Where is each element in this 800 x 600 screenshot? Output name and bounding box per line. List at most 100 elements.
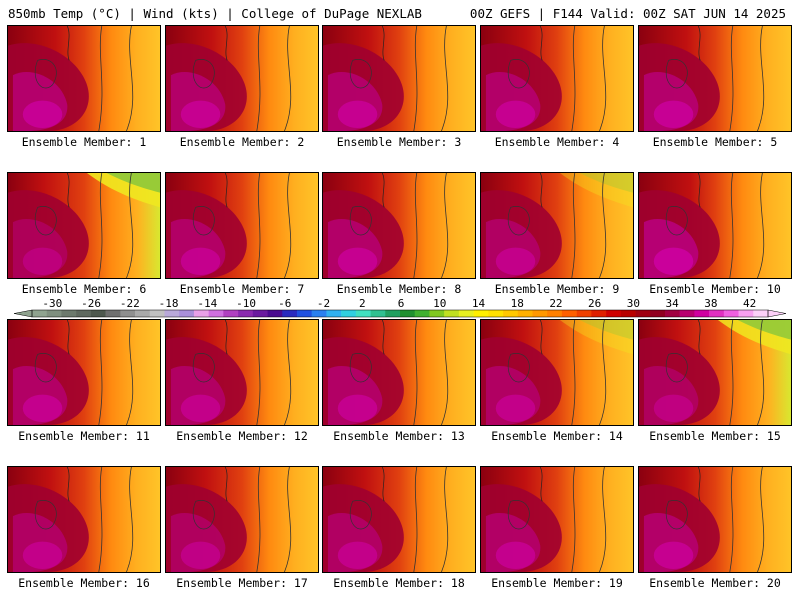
colorbar-segment: [429, 310, 445, 317]
colorbar-segment: [311, 310, 327, 317]
ensemble-member-label: Ensemble Member: 16: [18, 576, 150, 590]
temperature-map: [481, 26, 633, 131]
colorbar-segment: [561, 310, 577, 317]
ensemble-member-label: Ensemble Member: 8: [336, 282, 462, 296]
colorbar-tick-label: 42: [743, 297, 756, 310]
colorbar-segment: [635, 310, 651, 317]
ensemble-member-panel: [322, 466, 476, 573]
ensemble-member-label: Ensemble Member: 5: [652, 135, 778, 149]
ensemble-member-label: Ensemble Member: 13: [333, 429, 465, 443]
ensemble-member-label: Ensemble Member: 19: [491, 576, 623, 590]
temperature-map: [481, 467, 633, 572]
ensemble-member-panel: [638, 172, 792, 279]
temperature-map: [639, 173, 791, 278]
colorbar-segment: [179, 310, 195, 317]
colorbar-segment: [193, 310, 209, 317]
ensemble-member-panel: [480, 319, 634, 426]
colorbar-tick-label: -2: [317, 297, 330, 310]
ensemble-member-label: Ensemble Member: 6: [21, 282, 147, 296]
colorbar-segment: [503, 310, 519, 317]
temperature-map: [166, 467, 318, 572]
colorbar-tick-label: 22: [549, 297, 562, 310]
colorbar-segment: [664, 310, 680, 317]
temperature-colorbar: -30 -26 -22 -18 -14 -10 -6 -2 2 6 10 14 18 22 26 30 34 38…: [13, 297, 787, 318]
colorbar-segment: [238, 310, 254, 317]
ensemble-member-label: Ensemble Member: 14: [491, 429, 623, 443]
colorbar-segment: [296, 310, 312, 317]
ensemble-member-panel: [7, 25, 161, 132]
colorbar-segment: [282, 310, 298, 317]
temperature-map: [166, 26, 318, 131]
ensemble-member-panel: [165, 172, 319, 279]
ensemble-member-panel: [7, 319, 161, 426]
colorbar-segment: [517, 310, 533, 317]
colorbar-segment: [135, 310, 151, 317]
temperature-map: [323, 320, 475, 425]
colorbar-segment: [252, 310, 268, 317]
colorbar-segment: [620, 310, 636, 317]
colorbar-tick-label: 26: [588, 297, 601, 310]
colorbar-segment: [341, 310, 357, 317]
colorbar-segment: [149, 310, 165, 317]
ensemble-member-label: Ensemble Member: 12: [176, 429, 308, 443]
colorbar-segment: [723, 310, 739, 317]
colorbar-segment: [400, 310, 416, 317]
colorbar-segment: [90, 310, 106, 317]
ensemble-member-panel: [322, 25, 476, 132]
temperature-map: [8, 173, 160, 278]
ensemble-member-panel: [638, 319, 792, 426]
ensemble-member-label: Ensemble Member: 15: [649, 429, 781, 443]
ensemble-member-panel: [165, 466, 319, 573]
temperature-map: [639, 320, 791, 425]
temperature-map: [8, 320, 160, 425]
ensemble-member-label: Ensemble Member: 4: [494, 135, 620, 149]
colorbar-segment: [488, 310, 504, 317]
colorbar-segment: [738, 310, 754, 317]
colorbar-segment: [458, 310, 474, 317]
ensemble-member-label: Ensemble Member: 3: [336, 135, 462, 149]
ensemble-member-label: Ensemble Member: 18: [333, 576, 465, 590]
temperature-map: [166, 320, 318, 425]
colorbar-segment: [61, 310, 77, 317]
ensemble-member-panel: [480, 25, 634, 132]
colorbar-segment: [326, 310, 342, 317]
ensemble-member-panel: [638, 25, 792, 132]
ensemble-member-label: Ensemble Member: 11: [18, 429, 150, 443]
ensemble-member-panel: [480, 466, 634, 573]
colorbar-segment: [547, 310, 563, 317]
colorbar-tick-label: 34: [666, 297, 680, 310]
colorbar-segment: [473, 310, 489, 317]
colorbar-segment: [591, 310, 607, 317]
colorbar-segment: [355, 310, 371, 317]
colorbar-segment: [753, 310, 769, 317]
colorbar-tick-label: 30: [627, 297, 640, 310]
ensemble-member-panel: [7, 172, 161, 279]
ensemble-member-panel: [322, 319, 476, 426]
colorbar-tick-label: -14: [197, 297, 217, 310]
colorbar-tick-label: 18: [511, 297, 524, 310]
ensemble-member-label: Ensemble Member: 2: [179, 135, 305, 149]
colorbar-segment: [385, 310, 401, 317]
colorbar-tick-label: 6: [398, 297, 405, 310]
model-run-valid-time: 00Z GEFS | F144 Valid: 00Z SAT JUN 14 20…: [469, 6, 786, 21]
temperature-map: [639, 26, 791, 131]
colorbar-segment: [694, 310, 710, 317]
colorbar-segment: [606, 310, 622, 317]
ensemble-member-panel: [165, 319, 319, 426]
colorbar-segment: [414, 310, 430, 317]
colorbar-segment: [267, 310, 283, 317]
colorbar-max-arrow: [767, 309, 787, 318]
colorbar-tick-label: -18: [159, 297, 179, 310]
colorbar-segment: [223, 310, 239, 317]
colorbar-segment: [370, 310, 386, 317]
colorbar-segment: [105, 310, 121, 317]
colorbar-tick-label: 38: [704, 297, 717, 310]
colorbar-segment: [532, 310, 548, 317]
colorbar-tick-label: -22: [120, 297, 140, 310]
colorbar-segment: [444, 310, 460, 317]
temperature-map: [8, 26, 160, 131]
temperature-map: [8, 467, 160, 572]
temperature-map: [481, 173, 633, 278]
colorbar-tick-label: 10: [433, 297, 446, 310]
colorbar-segment: [650, 310, 666, 317]
